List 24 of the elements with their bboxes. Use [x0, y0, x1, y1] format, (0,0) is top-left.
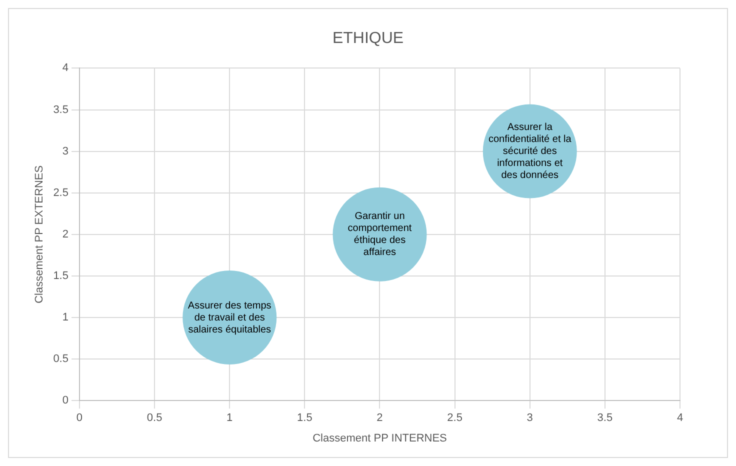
y-tick-label: 4 — [62, 62, 68, 74]
y-tick-label: 1 — [62, 312, 68, 324]
y-tick-label: 0 — [62, 394, 68, 407]
chart-title: ETHIQUE — [332, 30, 404, 48]
x-tick-label: 2.5 — [447, 412, 462, 424]
y-tick-label: 1.5 — [53, 270, 68, 282]
x-tick-label: 3.5 — [597, 412, 613, 424]
x-tick-label: 1 — [226, 412, 233, 424]
annotation: Assurer la confidentialité et la sécurité des informations et des données — [488, 122, 572, 182]
y-axis-title: Classement PP EXTERNES — [34, 165, 46, 304]
y-tick-label: 2.5 — [53, 186, 68, 199]
annotation: Garantir un comportement éthique des affaires — [348, 211, 412, 258]
x-axis-title: Classement PP INTERNES — [312, 432, 447, 444]
x-tick-label: 2 — [376, 412, 383, 424]
annotation: Assurer des temps de travail et des salaires équitables — [188, 300, 272, 336]
x-tick-label: 3 — [526, 412, 533, 424]
x-tick-label: 0.5 — [146, 412, 162, 424]
x-tick-label: 1.5 — [297, 412, 312, 424]
x-tick-label: 4 — [676, 412, 684, 424]
y-tick-label: 2 — [62, 228, 68, 240]
x-tick-label: 0 — [76, 412, 83, 424]
y-tick-label: 0.5 — [53, 353, 68, 366]
y-tick-label: 3.5 — [53, 104, 68, 116]
y-tick-label: 3 — [62, 145, 68, 158]
